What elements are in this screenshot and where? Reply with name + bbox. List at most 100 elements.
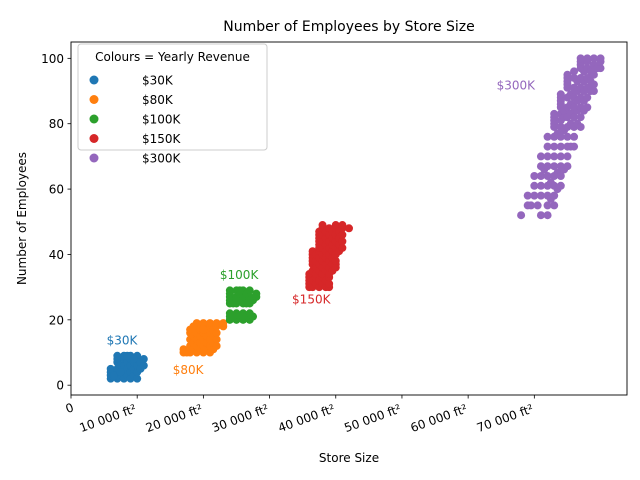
data-point: [543, 162, 552, 171]
annotation-label: $150K: [292, 292, 332, 306]
data-point: [338, 230, 347, 239]
data-point: [212, 335, 221, 344]
data-point: [563, 70, 572, 79]
data-point: [570, 142, 579, 151]
data-point: [563, 162, 572, 171]
data-point: [550, 201, 559, 210]
data-point: [345, 224, 353, 233]
data-point: [536, 181, 545, 190]
data-point: [550, 152, 559, 161]
data-point: [556, 142, 565, 151]
data-point: [212, 341, 221, 350]
data-point: [536, 172, 545, 181]
annotation-label: $100K: [220, 268, 260, 282]
y-tick-label: 20: [49, 313, 64, 327]
data-point: [533, 201, 542, 210]
legend-marker: [89, 95, 99, 104]
legend-marker: [89, 153, 99, 163]
data-point: [212, 319, 221, 328]
data-point: [556, 172, 565, 181]
data-point: [116, 368, 125, 377]
legend: Colours = Yearly Revenue $30K $80K $100K $1…: [77, 43, 268, 166]
y-tick-label: 80: [49, 117, 64, 131]
data-point: [239, 312, 248, 321]
data-point: [563, 132, 572, 141]
data-point: [182, 348, 191, 357]
data-point: [318, 221, 327, 230]
data-point: [225, 286, 234, 295]
data-point: [589, 54, 598, 63]
data-point: [331, 221, 340, 230]
series-1: [179, 319, 228, 357]
data-point: [543, 201, 552, 210]
data-point: [199, 319, 208, 328]
data-point: [106, 364, 115, 373]
legend-label: $100K: [142, 113, 182, 127]
series-0: [106, 351, 148, 383]
annotations-layer: $30K $80K $100K $150K $300K: [107, 78, 537, 376]
data-point: [338, 237, 347, 246]
data-point: [563, 152, 572, 161]
legend-label: $80K: [142, 93, 174, 107]
data-point: [570, 67, 579, 76]
data-point: [536, 211, 545, 220]
data-point: [570, 113, 579, 122]
data-point: [133, 374, 142, 383]
data-point: [596, 64, 605, 73]
data-point: [543, 142, 552, 151]
data-point: [536, 191, 545, 200]
data-point: [530, 181, 539, 190]
series-2: [225, 286, 261, 324]
data-point: [206, 319, 214, 328]
data-point: [556, 132, 565, 141]
data-point: [556, 181, 565, 190]
data-point: [550, 109, 559, 118]
data-points-layer: [106, 54, 605, 383]
legend-marker: [89, 114, 99, 124]
data-point: [252, 289, 261, 298]
data-point: [338, 221, 347, 230]
data-point: [527, 201, 536, 210]
data-point: [129, 355, 138, 364]
data-point: [113, 351, 122, 360]
data-point: [212, 328, 221, 337]
data-point: [543, 132, 552, 141]
data-point: [543, 211, 552, 220]
x-axis-label: Store Size: [319, 451, 379, 465]
data-point: [583, 93, 592, 102]
legend-label: $150K: [142, 132, 182, 146]
x-tick-label: 0: [64, 400, 76, 416]
data-point: [583, 103, 592, 112]
y-tick-label: 100: [41, 52, 64, 66]
annotation-label: $30K: [107, 333, 139, 347]
y-axis-label: Number of Employees: [15, 152, 29, 285]
data-point: [543, 152, 552, 161]
series-3: [305, 221, 353, 292]
y-tick-label: 60: [49, 183, 64, 197]
data-point: [325, 279, 334, 288]
chart-title: Number of Employees by Store Size: [223, 19, 475, 35]
data-point: [536, 152, 545, 161]
annotation-label: $300K: [497, 78, 537, 92]
data-point: [199, 325, 208, 334]
data-point: [235, 286, 244, 295]
legend-box: [77, 43, 268, 151]
legend-label: $30K: [142, 74, 174, 88]
data-point: [245, 296, 254, 305]
data-point: [249, 312, 258, 321]
data-point: [189, 322, 198, 331]
data-point: [556, 152, 565, 161]
data-point: [589, 87, 598, 96]
data-point: [583, 54, 592, 63]
annotation-label: $80K: [173, 363, 205, 377]
data-point: [589, 80, 598, 89]
data-point: [123, 351, 132, 360]
legend-entries: $30K $80K $100K $150K $300K: [89, 74, 182, 166]
data-point: [331, 256, 340, 265]
legend-marker: [89, 134, 99, 143]
data-point: [219, 319, 228, 328]
data-point: [596, 54, 605, 63]
data-point: [110, 371, 119, 380]
data-point: [530, 172, 539, 181]
